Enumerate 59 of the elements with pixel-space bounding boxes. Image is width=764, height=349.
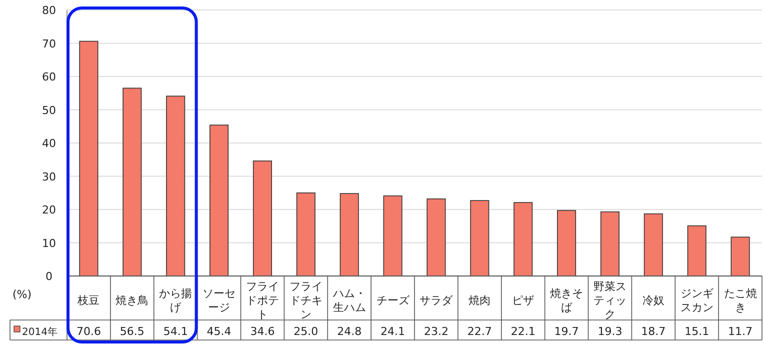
data-label: 34.6: [250, 325, 275, 338]
x-tick-label: 焼肉: [468, 294, 491, 307]
data-label: 56.5: [120, 325, 144, 338]
x-tick-label: サラダ: [420, 294, 454, 307]
bar: [730, 236, 750, 276]
bar: [426, 198, 446, 276]
y-tick-label: 70: [42, 37, 56, 50]
bar: [340, 193, 359, 276]
data-label: 11.7: [728, 325, 753, 338]
x-tick-label: ソーセージ: [202, 287, 236, 314]
y-tick-label: 40: [42, 137, 56, 150]
x-tick-label: たこ焼き: [724, 287, 757, 314]
y-tick-label: 0: [46, 270, 52, 283]
data-label: 18.7: [641, 325, 666, 338]
bar: [79, 40, 98, 276]
y-tick-label: 20: [42, 204, 56, 216]
bar: [122, 88, 142, 276]
data-label: 54.1: [163, 325, 188, 338]
data-label: 22.1: [510, 325, 536, 338]
y-tick-label: 10: [42, 236, 56, 250]
x-tick-label: 冷奴: [642, 294, 664, 307]
data-label: 45.4: [206, 325, 232, 338]
x-tick-label: 焼きそば: [550, 287, 584, 314]
data-label: 19.7: [554, 325, 579, 338]
bar: [514, 202, 533, 276]
data-label: 25.0: [294, 325, 318, 338]
x-tick-label: 枝豆: [76, 294, 100, 307]
bar: [600, 211, 620, 276]
y-tick-label: 30: [42, 170, 56, 184]
x-tick-label: ハム・生ハム: [332, 287, 366, 314]
x-tick-label: ジンギスカン: [680, 287, 714, 314]
y-tick-label: 60: [42, 70, 56, 84]
bar: [166, 96, 186, 276]
data-label: 24.1: [380, 325, 406, 338]
x-tick-label: から揚げ: [159, 287, 192, 314]
x-tick-label: ピザ: [512, 294, 534, 307]
y-axis-title: (%): [12, 288, 32, 301]
data-label: 70.6: [76, 325, 101, 338]
bar: [252, 160, 272, 276]
bar: [687, 225, 706, 276]
bar: [470, 200, 490, 276]
data-label: 22.7: [467, 325, 492, 338]
data-label: 23.2: [424, 325, 448, 338]
bar: [383, 195, 402, 276]
bar: [644, 213, 663, 276]
x-tick-label: 野菜スティック: [593, 280, 626, 321]
x-tick-label: チーズ: [376, 294, 410, 307]
x-tick-label: 焼き鳥: [116, 294, 149, 307]
data-label: 24.8: [337, 325, 362, 338]
data-label: 15.1: [684, 325, 710, 338]
legend-label: 2014年: [22, 326, 58, 338]
bar: [296, 192, 316, 276]
bar: [210, 124, 229, 276]
y-tick-label: 50: [42, 104, 56, 117]
data-label: 19.3: [598, 325, 622, 338]
x-tick-label: フライドポテト: [246, 280, 279, 321]
y-tick-label: 80: [42, 4, 56, 17]
bar: [557, 210, 576, 276]
x-tick-label: フライドチキン: [289, 280, 322, 321]
